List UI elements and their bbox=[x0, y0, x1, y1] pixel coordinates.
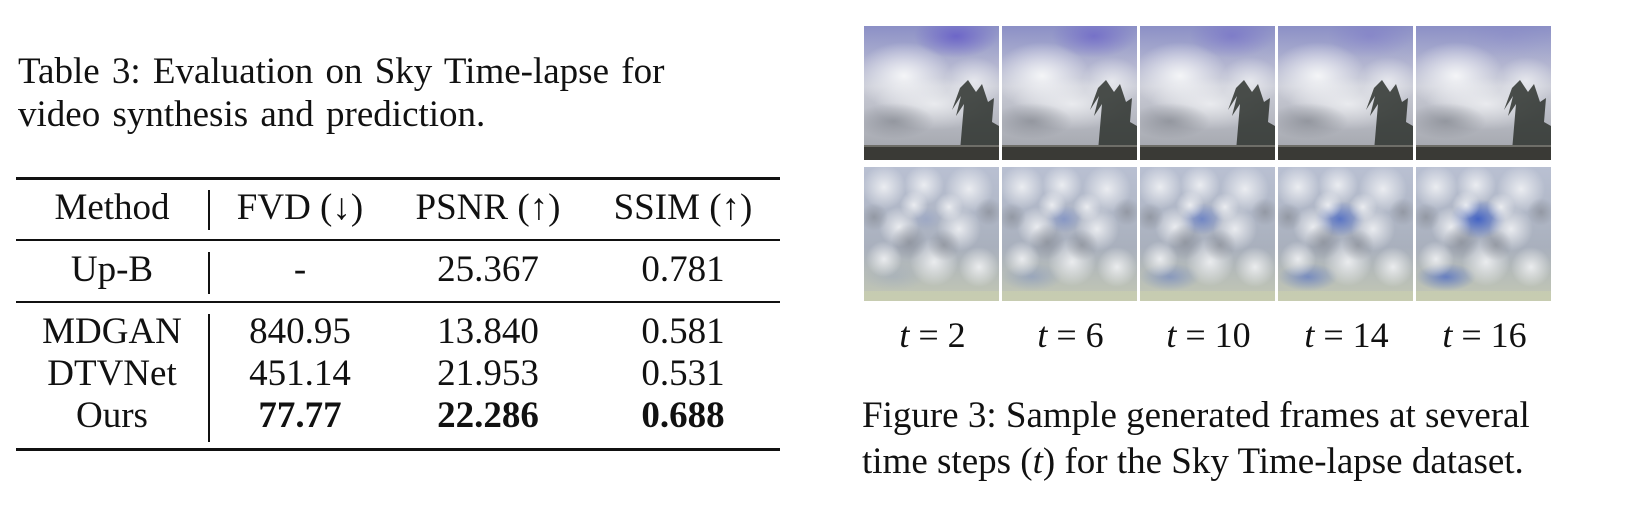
table-column-separator bbox=[208, 314, 210, 442]
time-label: t = 2 bbox=[899, 315, 966, 355]
cell-method: Ours bbox=[76, 395, 148, 436]
cell-ssim-best: 0.688 bbox=[641, 395, 725, 436]
cell-method: Up-B bbox=[70, 249, 154, 290]
sky-frame-clouds bbox=[1278, 167, 1413, 301]
cell-method: DTVNet bbox=[47, 353, 177, 394]
sky-frame-tree bbox=[1140, 26, 1275, 160]
sky-frame-clouds bbox=[864, 167, 999, 301]
table-caption-line-2: video synthesis and prediction. bbox=[18, 94, 486, 135]
cell-psnr: 21.953 bbox=[437, 353, 539, 394]
sky-frame-clouds bbox=[1140, 167, 1275, 301]
table-caption-line-1: Table 3: Evaluation on Sky Time-lapse fo… bbox=[18, 51, 665, 92]
table-header-rule bbox=[16, 239, 780, 241]
figure-caption: Figure 3: Sample generated frames at sev… bbox=[862, 393, 1582, 485]
cell-fvd: 451.14 bbox=[249, 353, 351, 394]
figure-caption-line-2: time steps (t) for the Sky Time-lapse da… bbox=[862, 441, 1524, 482]
time-label: t = 6 bbox=[1037, 315, 1104, 355]
table-top-rule bbox=[16, 177, 780, 180]
sample-frames-grid bbox=[864, 26, 1551, 302]
cell-ssim: 0.781 bbox=[641, 249, 725, 290]
cell-ssim: 0.531 bbox=[641, 353, 725, 394]
table-baseline-rule bbox=[16, 301, 780, 303]
table-column-separator bbox=[208, 190, 210, 230]
time-label: t = 16 bbox=[1442, 315, 1527, 355]
sky-frame-tree bbox=[1278, 26, 1413, 160]
cell-ssim: 0.581 bbox=[641, 311, 725, 352]
cell-fvd: - bbox=[293, 249, 307, 290]
table-caption: Table 3: Evaluation on Sky Time-lapse fo… bbox=[18, 50, 738, 136]
header-method: Method bbox=[54, 187, 170, 228]
sky-frame-clouds bbox=[1416, 167, 1551, 301]
sky-frame-tree bbox=[1416, 26, 1551, 160]
cell-fvd: 840.95 bbox=[249, 311, 351, 352]
table-column-separator bbox=[208, 252, 210, 294]
cell-psnr-best: 22.286 bbox=[437, 395, 539, 436]
cell-fvd-best: 77.77 bbox=[258, 395, 342, 436]
time-label: t = 10 bbox=[1166, 315, 1251, 355]
table-bottom-rule bbox=[16, 448, 780, 451]
time-label: t = 14 bbox=[1304, 315, 1389, 355]
cell-method: MDGAN bbox=[42, 311, 182, 352]
sky-frame-tree bbox=[864, 26, 999, 160]
sky-frame-tree bbox=[1002, 26, 1137, 160]
figure-caption-line-1: Figure 3: Sample generated frames at sev… bbox=[862, 395, 1530, 436]
cell-psnr: 25.367 bbox=[437, 249, 539, 290]
cell-psnr: 13.840 bbox=[437, 311, 539, 352]
header-psnr: PSNR (↑) bbox=[415, 187, 561, 228]
header-fvd: FVD (↓) bbox=[236, 187, 364, 228]
sky-frame-clouds bbox=[1002, 167, 1137, 301]
header-ssim: SSIM (↑) bbox=[613, 187, 753, 228]
